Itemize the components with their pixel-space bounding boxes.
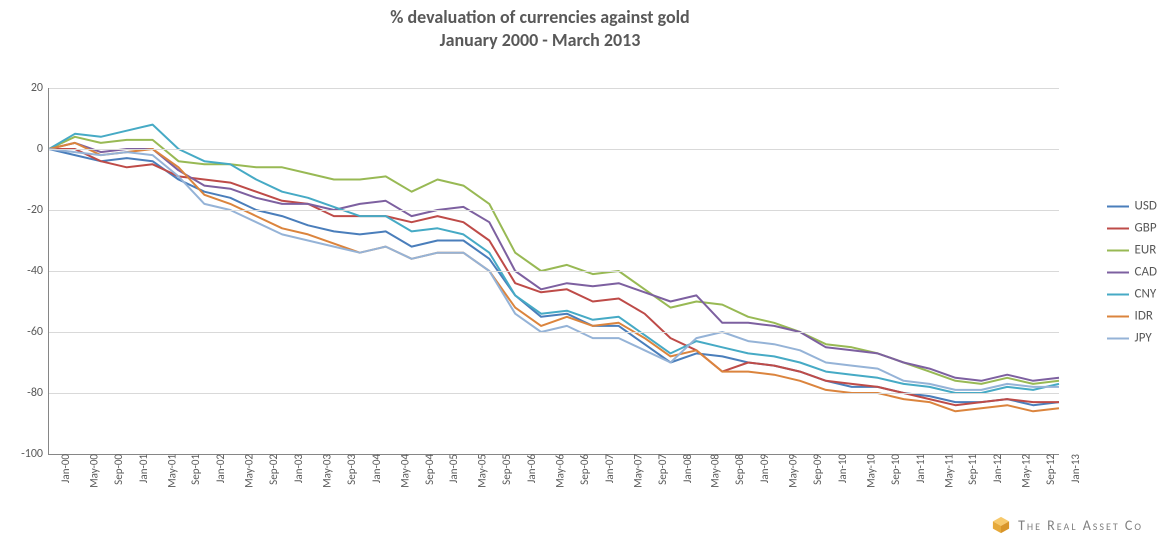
gridline	[49, 393, 1059, 394]
legend-label: CAD	[1135, 265, 1157, 280]
y-tick-label: -60	[27, 325, 49, 339]
x-tick-label: Sep-02	[263, 454, 280, 485]
legend-item-usd: USD	[1107, 199, 1157, 214]
x-tick-label: May-08	[705, 454, 722, 488]
x-tick-label: Jan-02	[210, 454, 227, 483]
plot-area: 200-20-40-60-80-100Jan-00May-00Sep-00Jan…	[48, 88, 1059, 455]
legend-swatch	[1107, 271, 1129, 273]
title-line-1: % devaluation of currencies against gold	[390, 6, 689, 28]
legend-label: CNY	[1135, 287, 1157, 302]
x-tick-label: Jan-09	[754, 454, 771, 483]
gridline	[49, 271, 1059, 272]
legend-swatch	[1107, 337, 1129, 339]
y-tick-label: 0	[37, 142, 49, 156]
x-tick-label: May-02	[239, 454, 256, 488]
chart-container: % devaluation of currencies against gold…	[0, 0, 1161, 544]
series-line-jpy	[49, 149, 1059, 390]
x-tick-label: Sep-12	[1040, 454, 1057, 485]
x-tick-label: May-04	[394, 454, 411, 488]
legend-item-cny: CNY	[1107, 287, 1157, 302]
legend-swatch	[1107, 249, 1129, 251]
x-tick-label: Sep-10	[885, 454, 902, 485]
legend-label: USD	[1135, 199, 1157, 214]
y-tick-label: 20	[31, 81, 49, 95]
title-line-2: January 2000 - March 2013	[440, 29, 641, 51]
series-line-cny	[49, 125, 1059, 393]
legend-item-gbp: GBP	[1107, 221, 1157, 236]
legend-item-eur: EUR	[1107, 243, 1157, 258]
x-tick-label: May-00	[83, 454, 100, 488]
x-tick-label: Jan-12	[987, 454, 1004, 483]
x-tick-label: Sep-11	[962, 454, 979, 485]
x-tick-label: Sep-08	[729, 454, 746, 485]
x-tick-label: May-07	[627, 454, 644, 488]
chart-title: % devaluation of currencies against gold…	[0, 6, 1080, 51]
gridline	[49, 210, 1059, 211]
gridline	[49, 88, 1059, 89]
series-line-gbp	[49, 149, 1059, 405]
branding-text: The Real Asset Co	[1018, 517, 1143, 534]
gridline	[49, 332, 1059, 333]
gridline	[49, 149, 1059, 150]
x-tick-label: May-03	[316, 454, 333, 488]
x-tick-label: Jan-05	[443, 454, 460, 483]
legend-swatch	[1107, 293, 1129, 295]
x-tick-label: Sep-07	[652, 454, 669, 485]
legend-item-cad: CAD	[1107, 265, 1157, 280]
x-tick-label: May-10	[860, 454, 877, 488]
legend-item-idr: IDR	[1107, 309, 1157, 324]
x-tick-label: Sep-00	[108, 454, 125, 485]
x-tick-label: Jan-11	[910, 454, 927, 483]
x-tick-label: Sep-01	[185, 454, 202, 485]
x-tick-label: Jan-04	[366, 454, 383, 483]
x-tick-label: Sep-05	[496, 454, 513, 485]
legend-label: GBP	[1135, 221, 1157, 236]
x-tick-label: Jan-01	[133, 454, 150, 483]
brand-cube-icon	[992, 516, 1010, 534]
x-tick-label: May-11	[938, 454, 955, 488]
x-tick-label: Jan-07	[599, 454, 616, 483]
y-tick-label: -20	[27, 203, 49, 217]
x-tick-label: May-06	[549, 454, 566, 488]
x-tick-label: May-12	[1016, 454, 1033, 488]
y-tick-label: -80	[27, 386, 49, 400]
series-line-usd	[49, 149, 1059, 405]
x-tick-label: Sep-09	[807, 454, 824, 485]
y-tick-label: -40	[27, 264, 49, 278]
x-tick-label: May-09	[782, 454, 799, 488]
branding: The Real Asset Co	[992, 516, 1143, 534]
x-tick-label: Jan-06	[521, 454, 538, 483]
x-tick-label: Jan-03	[288, 454, 305, 483]
x-tick-label: May-05	[472, 454, 489, 488]
legend-swatch	[1107, 315, 1129, 317]
legend-item-jpy: JPY	[1107, 331, 1157, 346]
x-tick-label: Jan-08	[677, 454, 694, 483]
x-tick-label: Jan-00	[55, 454, 72, 483]
x-tick-label: Sep-04	[418, 454, 435, 485]
legend-label: JPY	[1135, 331, 1152, 346]
x-tick-label: Sep-06	[574, 454, 591, 485]
legend: USD GBP EUR CAD CNY IDR JPY	[1107, 192, 1157, 353]
legend-swatch	[1107, 205, 1129, 207]
x-tick-label: Jan-13	[1065, 454, 1082, 483]
legend-label: EUR	[1135, 243, 1157, 258]
legend-label: IDR	[1135, 309, 1153, 324]
legend-swatch	[1107, 227, 1129, 229]
series-line-eur	[49, 137, 1059, 384]
y-tick-label: -100	[21, 447, 49, 461]
x-tick-label: Sep-03	[341, 454, 358, 485]
x-tick-label: May-01	[161, 454, 178, 488]
x-tick-label: Jan-10	[832, 454, 849, 483]
